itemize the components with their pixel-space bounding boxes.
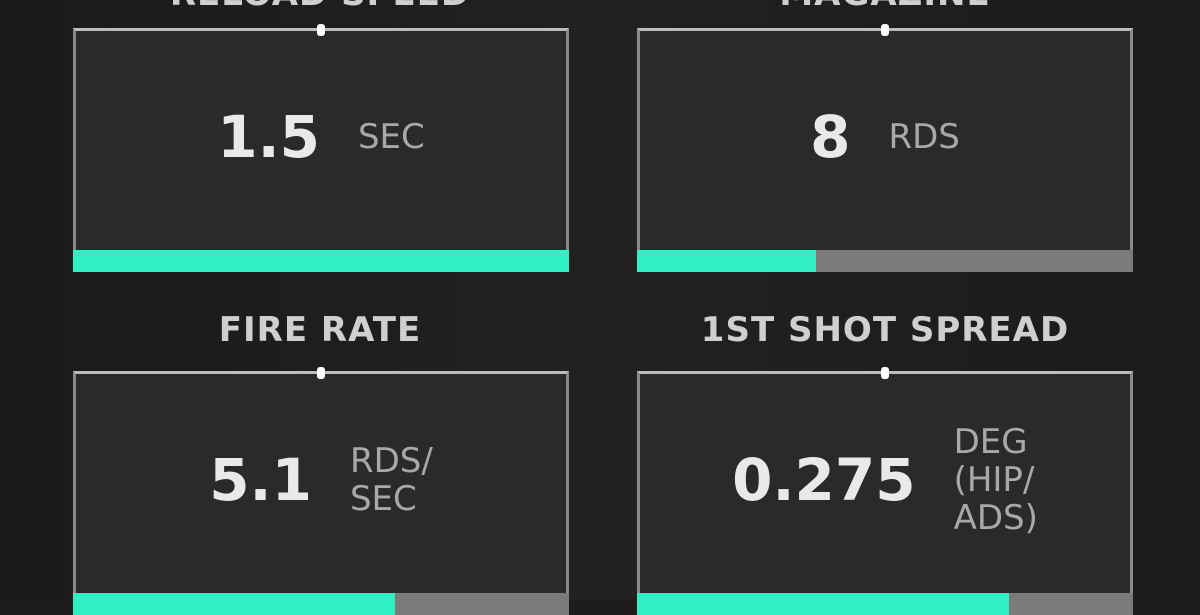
stat-unit: RDS/ SEC [349,441,433,519]
stat-card-reload-speed: 1.5 SEC [73,24,569,272]
stat-value: 5.1 [209,446,312,514]
stat-title: 1ST SHOT SPREAD [700,310,1070,350]
stat-bar [637,593,1133,615]
stat-unit: DEG (HIP/ ADS) [953,422,1038,538]
stat-bar-fill [73,593,396,615]
stat-unit: SEC [357,117,425,157]
stat-title: RELOAD SPEED [72,0,568,14]
stat-value: 1.5 [217,103,320,171]
stat-card-magazine: 8 RDS [637,24,1133,272]
stat-bar [637,250,1133,272]
stat-bar-fill [637,250,816,272]
marker-dot [881,367,889,379]
stat-bar [73,593,569,615]
marker-dot [317,367,325,379]
stat-card-first-shot-spread: 0.275 DEG (HIP/ ADS) [637,367,1133,615]
marker-dot [881,24,889,36]
stat-card-fire-rate: 5.1 RDS/ SEC [73,367,569,615]
stat-title: MAGAZINE [637,0,1133,14]
marker-dot [317,24,325,36]
stat-unit: RDS [888,117,960,157]
stat-bar [73,250,569,272]
stat-bar-fill [637,593,1009,615]
stat-title: FIRE RATE [218,310,422,350]
stat-bar-fill [73,250,569,272]
stat-value: 0.275 [732,446,916,514]
stat-value: 8 [810,103,851,171]
